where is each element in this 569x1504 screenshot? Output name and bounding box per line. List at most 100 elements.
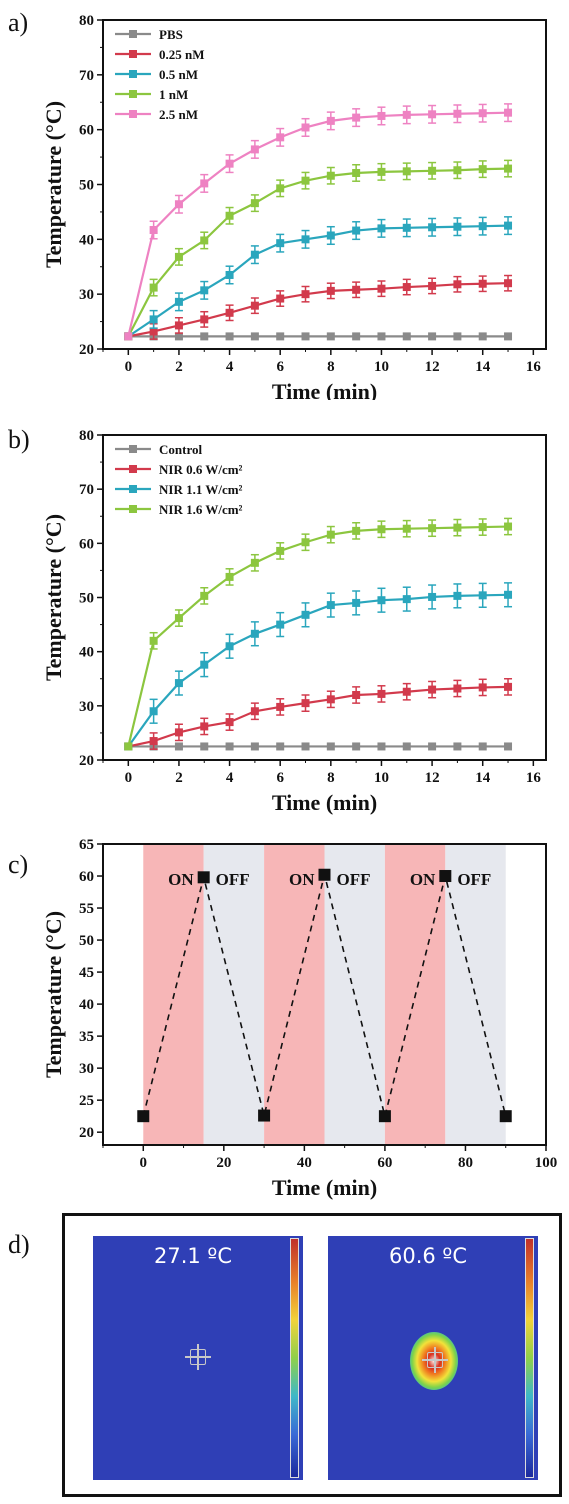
data-point xyxy=(225,308,234,317)
legend-marker xyxy=(129,70,137,78)
data-point xyxy=(174,297,183,306)
data-point xyxy=(326,601,335,610)
x-tick-label: 0 xyxy=(125,770,133,786)
data-point xyxy=(352,168,361,177)
y-tick-label: 50 xyxy=(79,933,94,949)
thermal-temp-high: 60.6 ºC xyxy=(389,1244,467,1268)
data-point xyxy=(326,332,335,341)
data-point xyxy=(250,558,259,567)
data-point xyxy=(174,728,183,737)
data-point xyxy=(478,222,487,231)
x-tick-label: 6 xyxy=(276,770,284,786)
y-tick-label: 30 xyxy=(79,699,94,715)
phase-label: ON xyxy=(168,870,194,889)
x-tick-label: 2 xyxy=(175,359,183,375)
data-point xyxy=(428,685,437,694)
data-point xyxy=(225,718,234,727)
data-point xyxy=(225,742,234,751)
x-tick-label: 16 xyxy=(526,359,542,375)
phase-label: ON xyxy=(410,870,436,889)
series-line xyxy=(127,167,509,337)
data-point xyxy=(250,332,259,341)
data-point xyxy=(428,524,437,533)
data-point xyxy=(225,270,234,279)
x-tick-label: 60 xyxy=(377,1155,392,1171)
data-point xyxy=(326,231,335,240)
series-line xyxy=(127,111,509,337)
y-axis-title: Temperature (°C) xyxy=(41,514,66,681)
data-point xyxy=(428,281,437,290)
data-point xyxy=(402,332,411,341)
data-point xyxy=(453,166,462,175)
data-point xyxy=(124,742,133,751)
data-point xyxy=(200,286,209,295)
thermal-image-frame: 27.1 ºC 60.6 ºC xyxy=(62,1213,562,1497)
data-point xyxy=(402,524,411,533)
data-point xyxy=(352,598,361,607)
y-tick-label: 20 xyxy=(79,1125,94,1141)
data-point xyxy=(124,332,133,341)
data-point xyxy=(402,223,411,232)
data-point xyxy=(478,591,487,600)
data-point xyxy=(439,870,452,883)
data-point xyxy=(301,290,310,299)
data-point xyxy=(326,171,335,180)
x-tick-label: 16 xyxy=(526,770,542,786)
data-point xyxy=(250,742,259,751)
data-point xyxy=(377,742,386,751)
data-point xyxy=(326,286,335,295)
y-axis-title: Temperature (°C) xyxy=(41,911,66,1078)
data-point xyxy=(428,166,437,175)
panel-a: a) 0 2 4 6 8 10 12 14 16 20 30 40 50 60 70 80 Time (min)… xyxy=(0,0,569,400)
legend-marker xyxy=(129,50,137,58)
data-point xyxy=(301,176,310,185)
legend-label: 0.25 nM xyxy=(159,47,205,62)
data-point xyxy=(326,742,335,751)
data-point xyxy=(276,332,285,341)
data-point xyxy=(352,742,361,751)
y-tick-label: 40 xyxy=(79,232,94,248)
legend-marker xyxy=(129,465,137,473)
color-scale-bar xyxy=(525,1238,534,1478)
data-point xyxy=(453,742,462,751)
data-point xyxy=(174,321,183,330)
data-point xyxy=(453,222,462,231)
data-point xyxy=(197,871,210,884)
series-line xyxy=(127,593,509,748)
data-point xyxy=(453,332,462,341)
legend-marker xyxy=(129,90,137,98)
color-scale-bar xyxy=(290,1238,299,1478)
data-point xyxy=(301,610,310,619)
data-point xyxy=(402,283,411,292)
data-point xyxy=(225,332,234,341)
data-point xyxy=(174,679,183,688)
x-tick-label: 10 xyxy=(374,359,389,375)
data-point xyxy=(326,116,335,125)
data-point xyxy=(377,111,386,120)
x-tick-label: 8 xyxy=(327,770,335,786)
data-point xyxy=(352,113,361,122)
data-point xyxy=(137,1110,150,1123)
data-point xyxy=(149,737,158,746)
data-point xyxy=(250,145,259,154)
x-tick-label: 80 xyxy=(458,1155,473,1171)
data-point xyxy=(276,184,285,193)
x-tick-label: 2 xyxy=(175,770,183,786)
data-point xyxy=(174,252,183,261)
data-point xyxy=(478,332,487,341)
data-point xyxy=(200,236,209,245)
data-point xyxy=(250,199,259,208)
crosshair-icon xyxy=(422,1347,448,1373)
data-point xyxy=(504,742,513,751)
data-point xyxy=(504,522,513,531)
data-point xyxy=(428,110,437,119)
x-tick-label: 10 xyxy=(374,770,389,786)
data-point xyxy=(453,109,462,118)
data-point xyxy=(149,283,158,292)
data-point xyxy=(504,164,513,173)
legend-label: NIR 1.6 W/cm² xyxy=(159,502,243,517)
data-point xyxy=(402,595,411,604)
data-point xyxy=(453,591,462,600)
data-point xyxy=(200,332,209,341)
thermal-temp-low: 27.1 ºC xyxy=(154,1244,232,1268)
